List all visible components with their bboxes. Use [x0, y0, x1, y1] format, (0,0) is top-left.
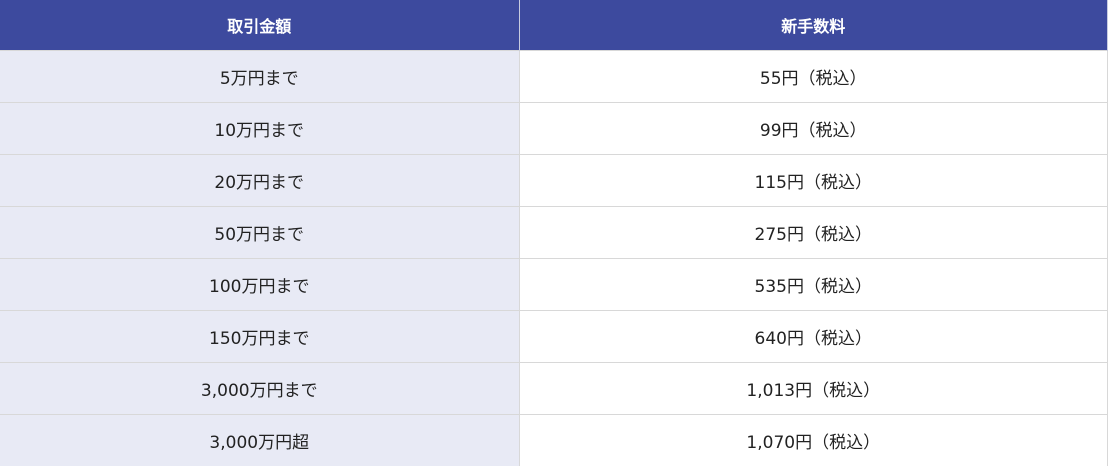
- amount-cell: 10万円まで: [0, 103, 519, 155]
- fee-cell: 115円（税込）: [519, 155, 1108, 207]
- fee-cell: 640円（税込）: [519, 311, 1108, 363]
- fee-cell: 275円（税込）: [519, 207, 1108, 259]
- header-cell: 取引金額: [0, 0, 519, 51]
- header-cell: 新手数料: [519, 0, 1108, 51]
- amount-cell: 100万円まで: [0, 259, 519, 311]
- fee-cell: 99円（税込）: [519, 103, 1108, 155]
- fee-cell: 535円（税込）: [519, 259, 1108, 311]
- header-row: 取引金額新手数料: [0, 0, 1108, 51]
- fee-cell: 1,013円（税込）: [519, 363, 1108, 415]
- fee-cell: 1,070円（税込）: [519, 415, 1108, 466]
- fee-cell: 55円（税込）: [519, 51, 1108, 103]
- amount-cell: 3,000万円まで: [0, 363, 519, 415]
- amount-cell: 5万円まで: [0, 51, 519, 103]
- amount-cell: 3,000万円超: [0, 415, 519, 466]
- amount-cell: 50万円まで: [0, 207, 519, 259]
- amount-cell: 20万円まで: [0, 155, 519, 207]
- amount-cell: 150万円まで: [0, 311, 519, 363]
